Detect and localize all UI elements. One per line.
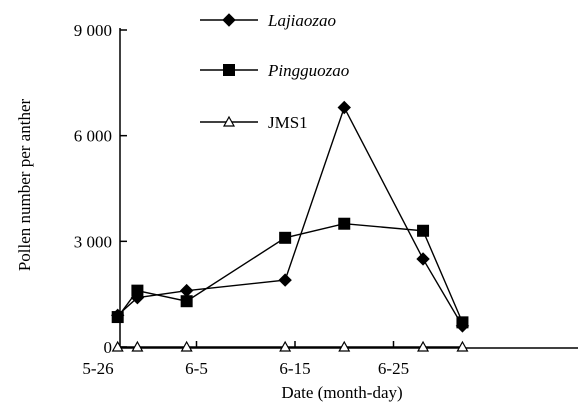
data-point (337, 100, 351, 115)
series-jms1 (111, 340, 469, 352)
y-axis-title: Pollen number per anther (15, 99, 34, 272)
x-tick-label: 6-15 (279, 359, 310, 378)
legend: Lajiaozao Pingguozao JMS1 (200, 11, 349, 132)
data-point (131, 284, 144, 297)
data-point (278, 273, 292, 287)
legend-marker (222, 115, 236, 127)
legend-label: Lajiaozao (267, 11, 336, 30)
x-axis-title: Date (month-day) (281, 383, 402, 402)
legend-marker (223, 64, 235, 76)
data-point (417, 224, 430, 237)
x-tick-label: 6-5 (185, 359, 208, 378)
series-layer (110, 100, 470, 352)
y-tick-label: 9 000 (74, 21, 112, 40)
data-point (131, 340, 144, 352)
y-ticks: 0 3 000 6 000 9 000 (74, 21, 127, 357)
y-tick-label: 0 (104, 338, 113, 357)
y-tick-label: 3 000 (74, 232, 112, 251)
data-point (179, 283, 194, 298)
y-tick-label: 6 000 (74, 127, 112, 146)
series-line (117, 105, 464, 327)
data-point (417, 340, 430, 352)
data-point (416, 252, 430, 266)
data-point (338, 340, 351, 352)
data-point (279, 340, 292, 352)
data-point (180, 340, 193, 352)
x-tick-label: 5-26 (82, 359, 113, 378)
legend-label: JMS1 (268, 113, 308, 132)
data-point (456, 316, 469, 329)
data-point (111, 311, 124, 324)
data-point (279, 231, 292, 244)
data-point (180, 295, 193, 308)
data-point (111, 340, 124, 352)
data-point (456, 340, 469, 352)
series-pingguozao (111, 217, 469, 329)
legend-marker (222, 13, 236, 27)
legend-label: Pingguozao (267, 61, 349, 80)
data-point (338, 217, 351, 230)
x-ticks: 5-26 6-5 6-15 6-25 (82, 341, 409, 378)
x-tick-label: 6-25 (378, 359, 409, 378)
